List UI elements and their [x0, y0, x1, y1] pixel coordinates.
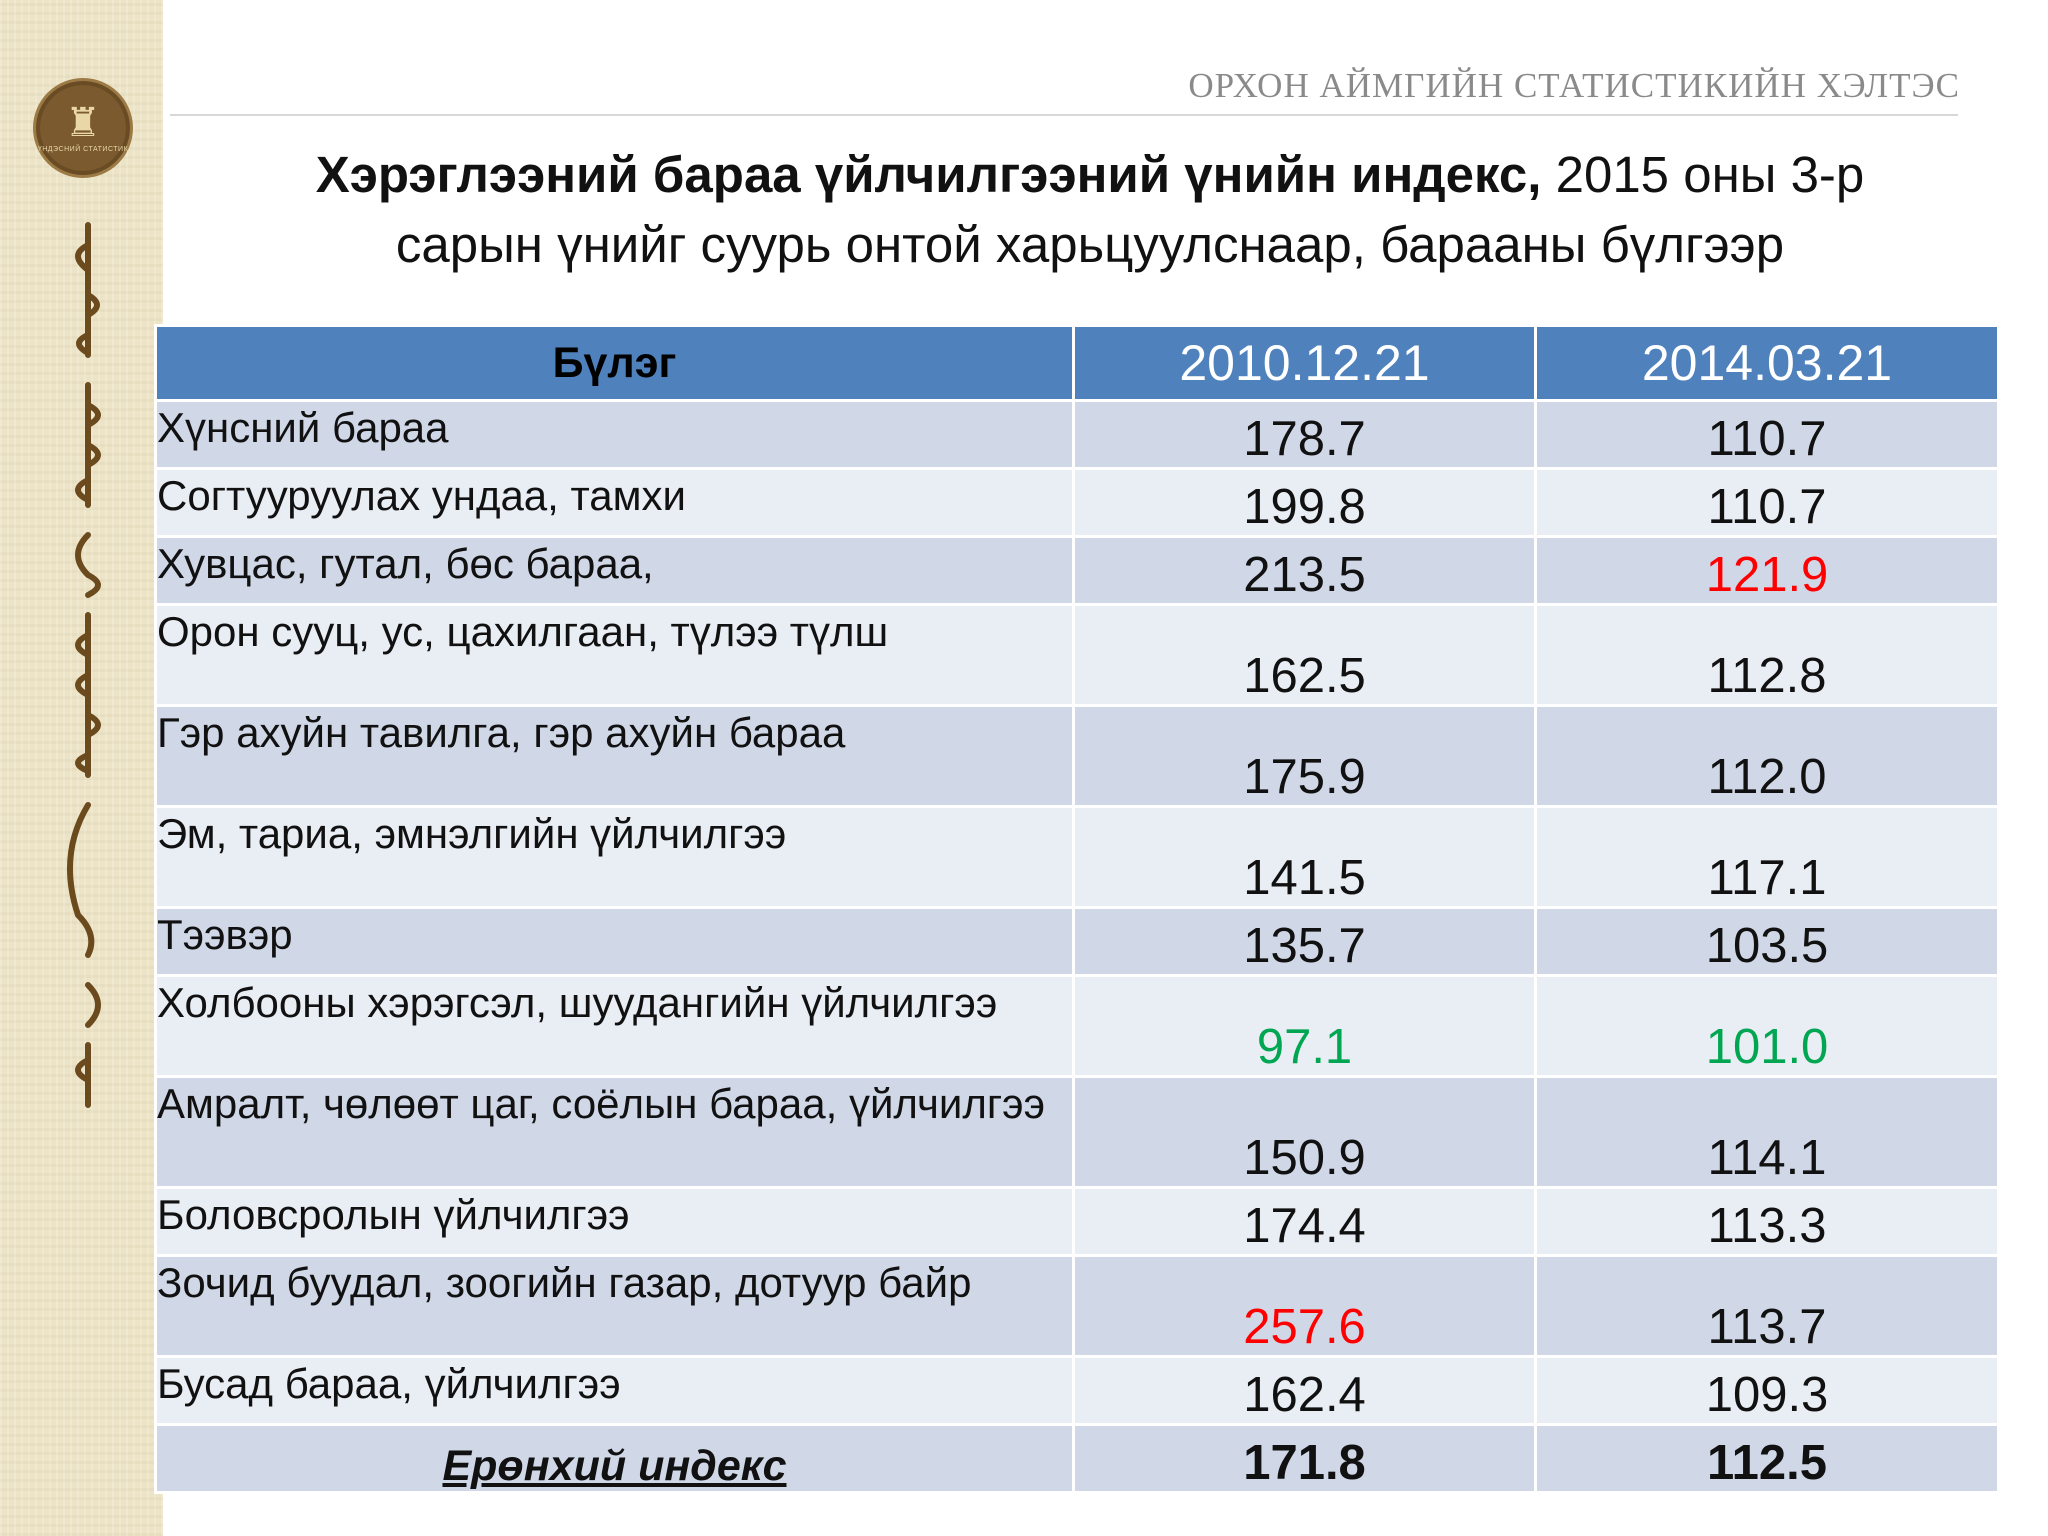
- row-value-2014: 113.3: [1534, 1186, 2000, 1257]
- row-value-2014: 112.8: [1534, 603, 2000, 707]
- title-rest: 2015 оны 3-р: [1541, 146, 1865, 203]
- mongolian-script-decoration: [67, 222, 101, 1108]
- page-title: Хэрэглээний бараа үйлчилгээний үнийн инд…: [170, 140, 2010, 280]
- row-value-2010: 174.4: [1072, 1186, 1537, 1257]
- cpi-table: Бүлэг 2010.12.21 2014.03.21 Хүнсний бара…: [154, 324, 2000, 1494]
- table-row: Боловсролын үйлчилгээ 174.4 113.3: [154, 1186, 2000, 1257]
- table-row: Орон сууц, ус, цахилгаан, түлээ түлш 162…: [154, 603, 2000, 707]
- row-group-name: Боловсролын үйлчилгээ: [154, 1186, 1075, 1257]
- table-row: Тээвэр 135.7 103.5: [154, 906, 2000, 977]
- row-value-2014: 113.7: [1534, 1254, 2000, 1358]
- row-value-2014: 112.0: [1534, 704, 2000, 808]
- row-value-2010: 141.5: [1072, 805, 1537, 909]
- row-group-name: Амралт, чөлөөт цаг, соёлын бараа, үйлчил…: [154, 1075, 1075, 1189]
- header-divider: [170, 114, 1958, 116]
- table-total-row: Ерөнхий индекс 171.8 112.5: [154, 1423, 2000, 1494]
- decorative-sidebar: ♜ ҮНДЭСНИЙ СТАТИСТИК: [0, 0, 163, 1536]
- table-header-row: Бүлэг 2010.12.21 2014.03.21: [154, 324, 2000, 402]
- row-value-2014-highlight-max: 121.9: [1534, 535, 2000, 606]
- table-row: Холбооны хэрэгсэл, шуудангийн үйлчилгээ …: [154, 974, 2000, 1078]
- title-bold: Хэрэглээний бараа үйлчилгээний үнийн инд…: [315, 146, 1542, 203]
- row-group-name: Хувцас, гутал, бөс бараа,: [154, 535, 1075, 606]
- row-value-2014-highlight-min: 101.0: [1534, 974, 2000, 1078]
- row-group-name: Согтууруулах ундаа, тамхи: [154, 467, 1075, 538]
- row-group-name: Гэр ахуйн тавилга, гэр ахуйн бараа: [154, 704, 1075, 808]
- total-value-2014: 112.5: [1534, 1423, 2000, 1494]
- table-row: Хүнсний бараа 178.7 110.7: [154, 399, 2000, 470]
- row-value-2014: 110.7: [1534, 399, 2000, 470]
- row-value-2010: 135.7: [1072, 906, 1537, 977]
- row-value-2010: 175.9: [1072, 704, 1537, 808]
- organization-name: ОРХОН АЙМГИЙН СТАТИСТИКИЙН ХЭЛТЭС: [1188, 66, 1960, 105]
- row-value-2010: 213.5: [1072, 535, 1537, 606]
- row-group-name: Холбооны хэрэгсэл, шуудангийн үйлчилгээ: [154, 974, 1075, 1078]
- table-row: Зочид буудал, зоогийн газар, дотуур байр…: [154, 1254, 2000, 1358]
- row-group-name: Зочид буудал, зоогийн газар, дотуур байр: [154, 1254, 1075, 1358]
- table-row: Амралт, чөлөөт цаг, соёлын бараа, үйлчил…: [154, 1075, 2000, 1189]
- row-value-2014: 110.7: [1534, 467, 2000, 538]
- row-group-name: Бусад бараа, үйлчилгээ: [154, 1355, 1075, 1426]
- row-value-2010-highlight-max: 257.6: [1072, 1254, 1537, 1358]
- table-row: Хувцас, гутал, бөс бараа, 213.5 121.9: [154, 535, 2000, 606]
- table-row: Бусад бараа, үйлчилгээ 162.4 109.3: [154, 1355, 2000, 1426]
- row-value-2014: 114.1: [1534, 1075, 2000, 1189]
- row-value-2014: 109.3: [1534, 1355, 2000, 1426]
- row-value-2014: 117.1: [1534, 805, 2000, 909]
- row-value-2010-highlight-min: 97.1: [1072, 974, 1537, 1078]
- row-value-2010: 199.8: [1072, 467, 1537, 538]
- row-group-name: Тээвэр: [154, 906, 1075, 977]
- statistics-emblem-icon: ♜ ҮНДЭСНИЙ СТАТИСТИК: [33, 78, 133, 178]
- row-value-2010: 162.5: [1072, 603, 1537, 707]
- row-value-2010: 178.7: [1072, 399, 1537, 470]
- row-value-2010: 162.4: [1072, 1355, 1537, 1426]
- table-row: Гэр ахуйн тавилга, гэр ахуйн бараа 175.9…: [154, 704, 2000, 808]
- row-value-2014: 103.5: [1534, 906, 2000, 977]
- soyombo-icon: ♜: [65, 100, 101, 145]
- total-value-2010: 171.8: [1072, 1423, 1537, 1494]
- column-header-2010: 2010.12.21: [1072, 324, 1537, 402]
- row-group-name: Хүнсний бараа: [154, 399, 1075, 470]
- row-group-name: Орон сууц, ус, цахилгаан, түлээ түлш: [154, 603, 1075, 707]
- row-group-name: Эм, тариа, эмнэлгийн үйлчилгээ: [154, 805, 1075, 909]
- title-line2: сарын үнийг суурь онтой харьцуулснаар, б…: [395, 216, 1785, 273]
- column-header-group: Бүлэг: [154, 324, 1075, 402]
- column-header-2014: 2014.03.21: [1534, 324, 2000, 402]
- emblem-label: ҮНДЭСНИЙ СТАТИСТИК: [37, 145, 129, 153]
- row-value-2010: 150.9: [1072, 1075, 1537, 1189]
- table-row: Эм, тариа, эмнэлгийн үйлчилгээ 141.5 117…: [154, 805, 2000, 909]
- table-row: Согтууруулах ундаа, тамхи 199.8 110.7: [154, 467, 2000, 538]
- total-index-label: Ерөнхий индекс: [154, 1423, 1075, 1494]
